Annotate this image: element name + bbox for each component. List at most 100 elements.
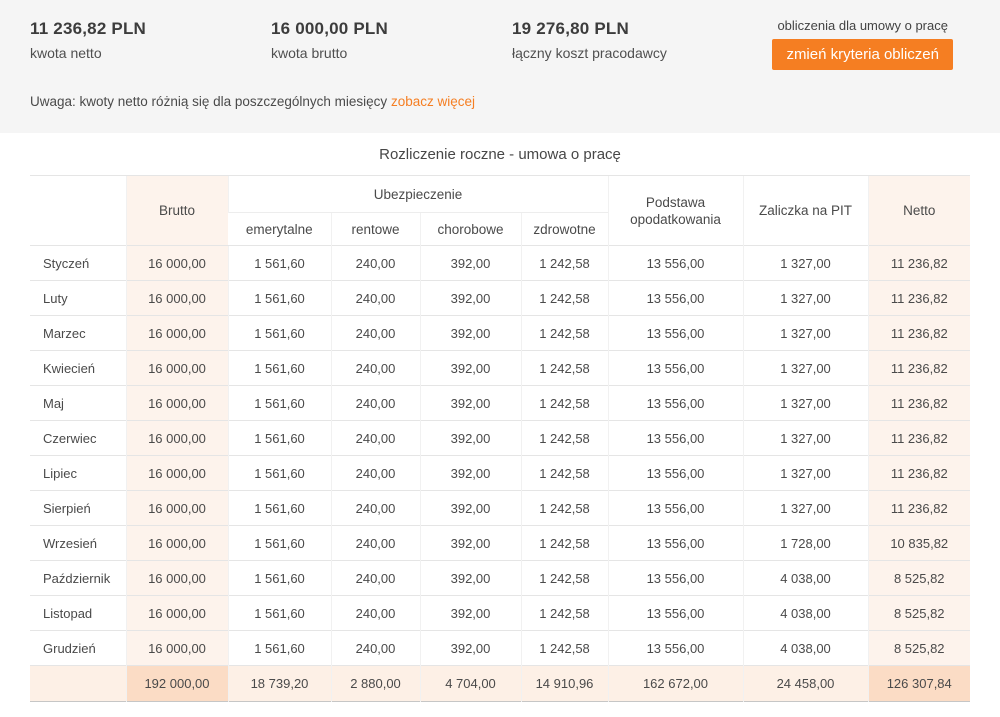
gross-amount-label: kwota brutto (271, 45, 348, 61)
insurance-sub-header-rentowe: rentowe (330, 212, 420, 246)
value-cell: 2 880,00 (330, 665, 420, 702)
value-cell: 1 327,00 (742, 280, 868, 316)
netto-column-header: Netto (867, 175, 970, 246)
table-body: Styczeń 16 000,00 1 561,60 240,00 392,00 1 24… (30, 245, 970, 702)
month-cell: Listopad (30, 595, 126, 631)
value-cell: 13 556,00 (607, 385, 743, 421)
value-cell: 1 327,00 (742, 315, 868, 351)
value-cell: 1 561,60 (227, 595, 331, 631)
value-cell: 392,00 (419, 315, 521, 351)
value-cell: 1 327,00 (742, 245, 868, 281)
value-cell: 1 327,00 (742, 385, 868, 421)
value-cell: 16 000,00 (125, 560, 228, 596)
value-cell: 392,00 (419, 420, 521, 456)
value-cell: 1 561,60 (227, 525, 331, 561)
value-cell: 16 000,00 (125, 455, 228, 491)
value-cell: 13 556,00 (607, 560, 743, 596)
table-title: Rozliczenie roczne - umowa o pracę (379, 146, 621, 163)
insurance-sub-header-zdrowotne: zdrowotne (520, 212, 608, 246)
value-cell: 240,00 (330, 490, 420, 526)
table-row: Listopad 16 000,00 1 561,60 240,00 392,00 1 2… (30, 595, 970, 631)
value-cell: 13 556,00 (607, 280, 743, 316)
value-cell: 1 561,60 (227, 350, 331, 386)
value-cell: 1 242,58 (520, 420, 608, 456)
value-cell: 13 556,00 (607, 455, 743, 491)
value-cell: 126 307,84 (867, 665, 970, 702)
month-cell: Lipiec (30, 455, 126, 491)
value-cell: 1 561,60 (227, 420, 331, 456)
value-cell: 24 458,00 (742, 665, 868, 702)
gross-amount-value: 16 000,00 PLN (271, 19, 388, 38)
stat-net-amount: 11 236,82 PLN kwota netto (30, 18, 271, 61)
value-cell: 4 038,00 (742, 630, 868, 666)
month-cell: Maj (30, 385, 126, 421)
value-cell: 16 000,00 (125, 280, 228, 316)
stat-gross-amount: 16 000,00 PLN kwota brutto (271, 18, 512, 61)
value-cell: 16 000,00 (125, 595, 228, 631)
month-cell: Grudzień (30, 630, 126, 666)
notice-text: Uwaga: kwoty netto różnią się dla poszcz… (30, 94, 388, 109)
value-cell: 13 556,00 (607, 490, 743, 526)
value-cell: 11 236,82 (867, 490, 970, 526)
value-cell: 240,00 (330, 455, 420, 491)
month-cell: Luty (30, 280, 126, 316)
value-cell: 4 038,00 (742, 560, 868, 596)
value-cell: 1 242,58 (520, 280, 608, 316)
pit-advance-column-header: Zaliczka na PIT (742, 175, 868, 246)
value-cell: 16 000,00 (125, 525, 228, 561)
value-cell: 192 000,00 (125, 665, 228, 702)
summary-row: 11 236,82 PLN kwota netto 16 000,00 PLN … (30, 18, 953, 70)
total-month-cell (30, 665, 126, 702)
value-cell: 1 327,00 (742, 455, 868, 491)
employer-cost-label: łączny koszt pracodawcy (512, 45, 667, 61)
stat-employer-cost: 19 276,80 PLN łączny koszt pracodawcy (512, 18, 753, 61)
value-cell: 8 525,82 (867, 560, 970, 596)
value-cell: 392,00 (419, 385, 521, 421)
see-more-link[interactable]: zobacz więcej (390, 94, 475, 109)
value-cell: 11 236,82 (867, 455, 970, 491)
value-cell: 1 561,60 (227, 245, 331, 281)
value-cell: 16 000,00 (125, 385, 228, 421)
value-cell: 240,00 (330, 315, 420, 351)
value-cell: 240,00 (330, 420, 420, 456)
criteria-context-label: obliczenia dla umowy o pracę (777, 18, 948, 33)
value-cell: 392,00 (419, 350, 521, 386)
value-cell: 1 561,60 (227, 455, 331, 491)
value-cell: 1 242,58 (520, 490, 608, 526)
value-cell: 16 000,00 (125, 350, 228, 386)
value-cell: 1 561,60 (227, 490, 331, 526)
table-row: Marzec 16 000,00 1 561,60 240,00 392,00 1 242… (30, 315, 970, 351)
month-cell: Marzec (30, 315, 126, 351)
value-cell: 1 728,00 (742, 525, 868, 561)
yearly-settlement-section: Rozliczenie roczne - umowa o pracę Brutt… (0, 144, 1000, 702)
insurance-group-header: Ubezpieczenie (227, 175, 608, 213)
value-cell: 240,00 (330, 525, 420, 561)
value-cell: 8 525,82 (867, 595, 970, 631)
table-row: Wrzesień 16 000,00 1 561,60 240,00 392,00 1 2… (30, 525, 970, 561)
value-cell: 11 236,82 (867, 385, 970, 421)
value-cell: 11 236,82 (867, 315, 970, 351)
value-cell: 1 242,58 (520, 385, 608, 421)
net-amount-label: kwota netto (30, 45, 102, 61)
value-cell: 392,00 (419, 630, 521, 666)
table-row: Sierpień 16 000,00 1 561,60 240,00 392,00 1 2… (30, 490, 970, 526)
value-cell: 11 236,82 (867, 420, 970, 456)
value-cell: 14 910,96 (520, 665, 608, 702)
value-cell: 4 704,00 (419, 665, 521, 702)
month-cell: Wrzesień (30, 525, 126, 561)
value-cell: 1 327,00 (742, 420, 868, 456)
change-criteria-button[interactable]: zmień kryteria obliczeń (772, 39, 953, 70)
value-cell: 1 561,60 (227, 385, 331, 421)
value-cell: 1 561,60 (227, 315, 331, 351)
month-cell: Październik (30, 560, 126, 596)
criteria-block: obliczenia dla umowy o pracę zmień kryte… (772, 18, 953, 70)
table-row: Lipiec 16 000,00 1 561,60 240,00 392,00 1 242… (30, 455, 970, 491)
value-cell: 11 236,82 (867, 350, 970, 386)
insurance-sub-header-emerytalne: emerytalne (228, 212, 331, 246)
value-cell: 392,00 (419, 280, 521, 316)
value-cell: 1 561,60 (227, 560, 331, 596)
value-cell: 16 000,00 (125, 315, 228, 351)
value-cell: 13 556,00 (607, 315, 743, 351)
table-row: Luty 16 000,00 1 561,60 240,00 392,00 1 242,5… (30, 280, 970, 316)
value-cell: 240,00 (330, 280, 420, 316)
